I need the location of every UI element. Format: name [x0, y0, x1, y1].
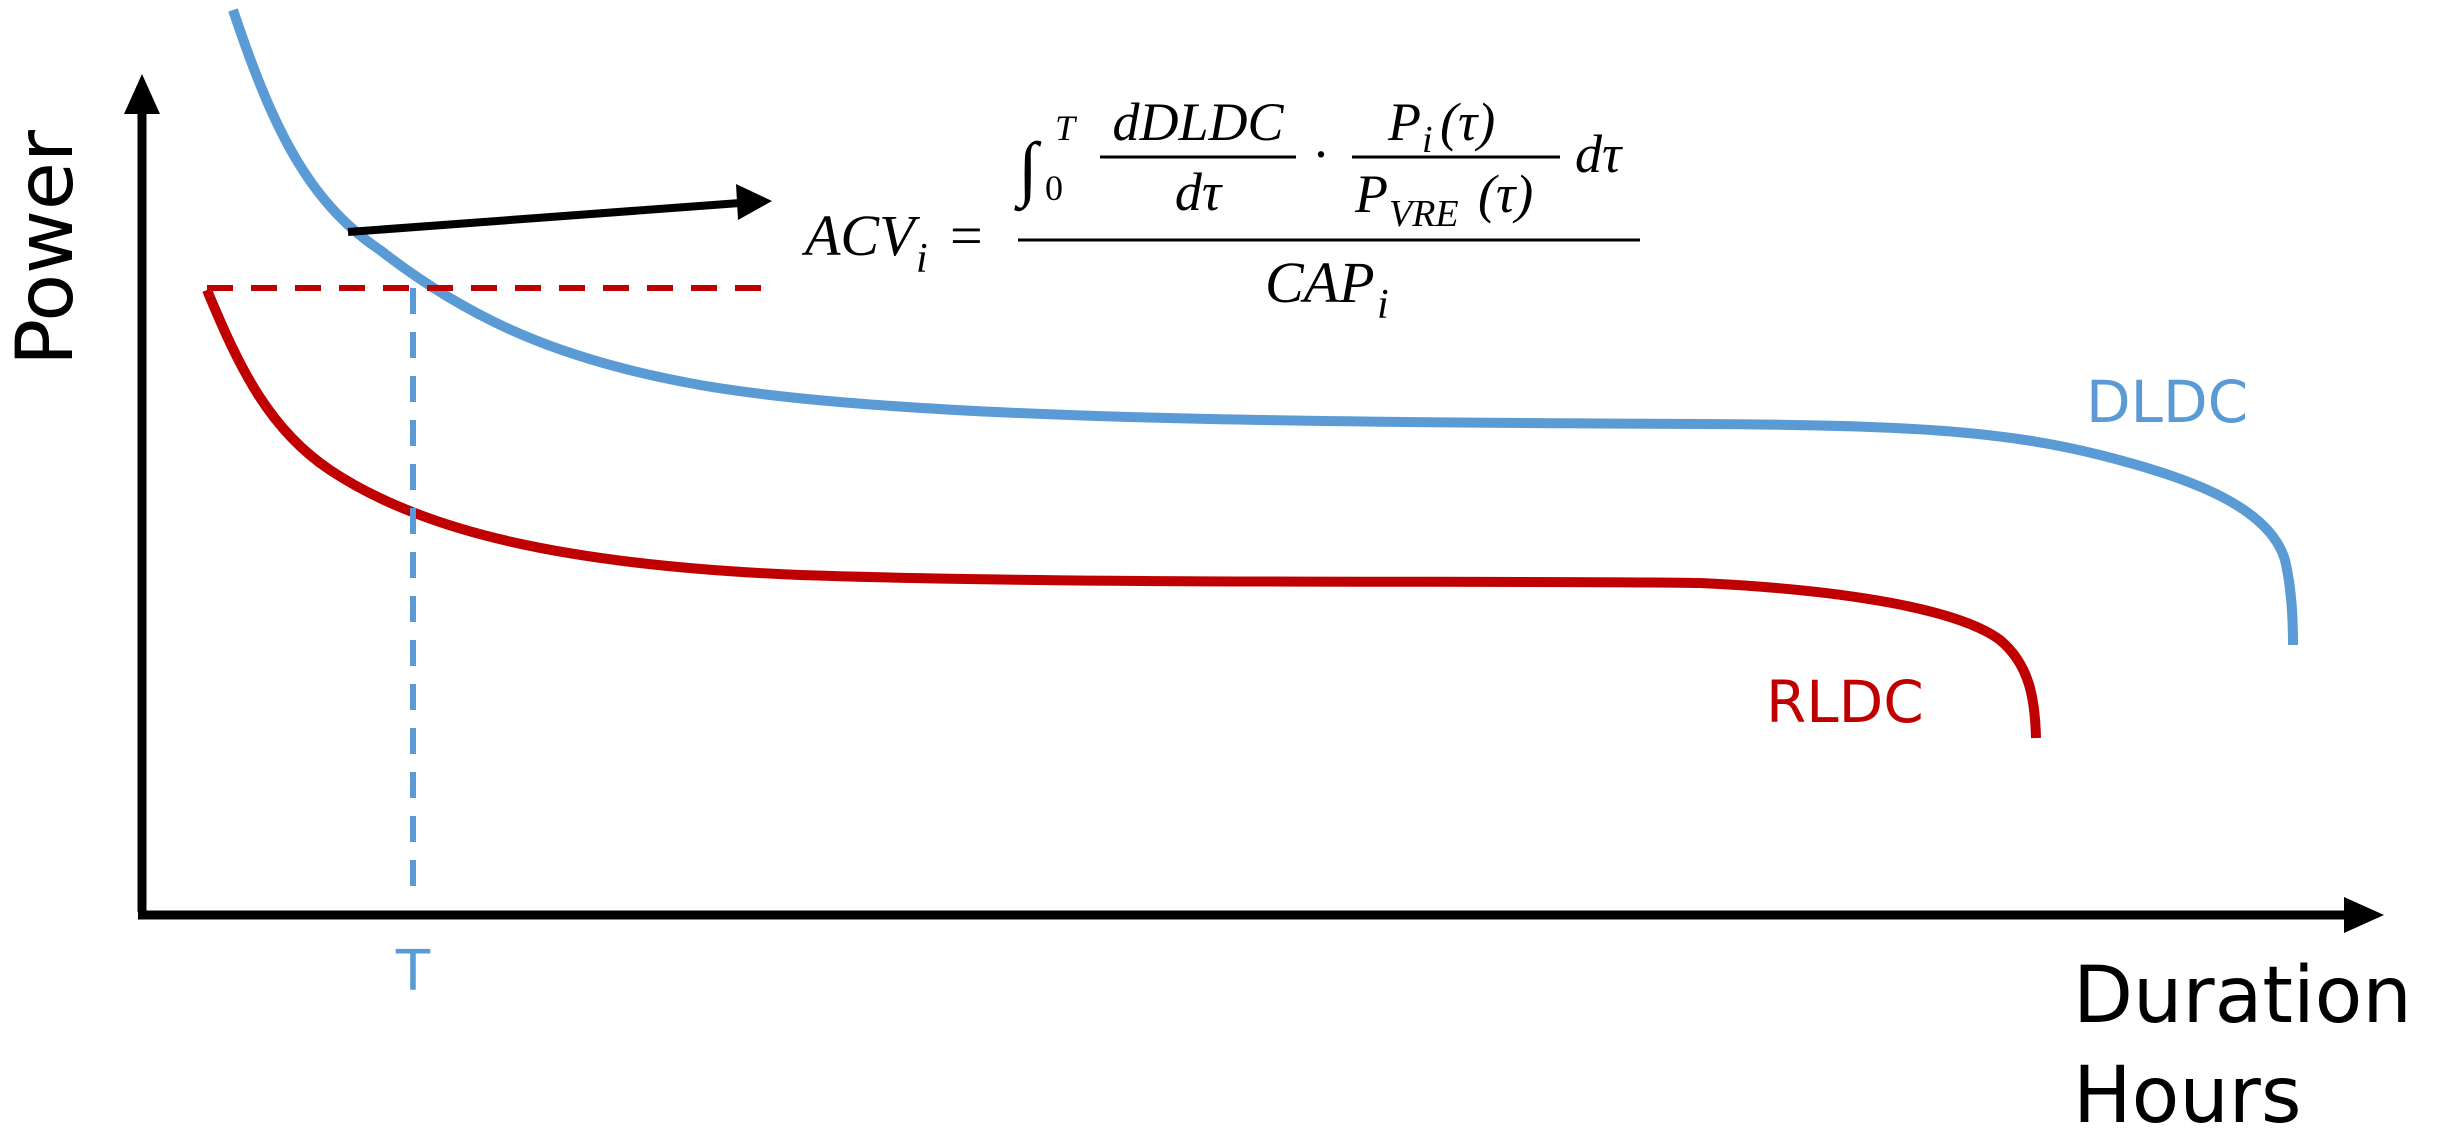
formula-lhs: ACV — [801, 203, 921, 268]
rldc-curve — [202, 288, 2041, 739]
pointer-arrow-icon — [736, 184, 772, 220]
formula-frac2-denominator-main: P — [1354, 164, 1388, 224]
formula-int-lower: 0 — [1045, 168, 1063, 208]
x-axis — [138, 897, 2384, 933]
formula-denominator-main: CAP — [1265, 250, 1375, 315]
formula-int-upper: T — [1055, 108, 1078, 148]
formula-equals: = — [950, 203, 983, 268]
acv-formula: ACV i = ∫ T 0 dDLDC dτ · P i (τ) P VRE (… — [801, 92, 1640, 328]
dldc-label: DLDC — [2086, 368, 2248, 436]
t-marker-label: T — [395, 939, 431, 1004]
formula-lhs-sub: i — [916, 236, 928, 282]
x-axis-arrow-icon — [2344, 897, 2384, 933]
rldc-label: RLDC — [1766, 668, 1924, 736]
formula-frac2-numerator-main: P — [1387, 92, 1421, 152]
formula-frac1-numerator: dDLDC — [1112, 92, 1284, 152]
x-axis-label-line2: Hours — [2073, 1051, 2302, 1131]
x-axis-label-line1: Duration — [2073, 951, 2412, 1041]
formula-frac2-denominator-arg: (τ) — [1478, 164, 1533, 224]
y-axis — [124, 74, 160, 912]
formula-dtau: dτ — [1575, 124, 1623, 184]
y-axis-arrow-icon — [124, 74, 160, 114]
y-axis-label: Power — [1, 129, 91, 366]
formula-frac1-denominator: dτ — [1175, 162, 1223, 222]
formula-integral: ∫ — [1014, 128, 1042, 212]
formula-frac2-numerator-arg: (τ) — [1440, 92, 1495, 152]
dldc-curve — [228, 8, 2298, 646]
formula-frac2-denominator-sub: VRE — [1389, 193, 1459, 235]
formula-frac2-numerator-sub: i — [1422, 119, 1433, 161]
formula-pointer-arrow — [347, 184, 772, 236]
formula-denominator-sub: i — [1377, 282, 1389, 328]
formula-dot: · — [1312, 124, 1330, 184]
